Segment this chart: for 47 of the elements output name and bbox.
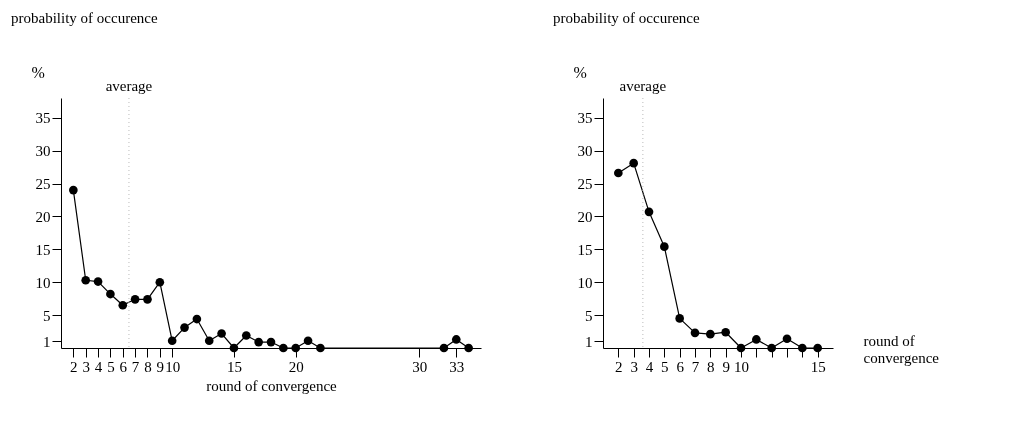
x-tick-label: 2 (615, 358, 623, 375)
y-tick-label: 1 (43, 333, 51, 350)
x-tick-label: 9 (722, 358, 730, 375)
x-tick-label: 8 (144, 358, 152, 375)
chart-title: probability of occurence (11, 10, 158, 26)
x-tick-label: 3 (630, 358, 638, 375)
x-tick-label: 20 (288, 358, 304, 375)
y-tick-label: 20 (35, 208, 51, 225)
y-tick-label: 10 (35, 274, 51, 291)
y-tick-label: 10 (577, 274, 593, 291)
y-tick-label: 35 (577, 110, 593, 127)
y-tick-label: 25 (577, 176, 593, 193)
y-tick-label: 25 (35, 176, 51, 193)
x-tick-label: 15 (810, 358, 826, 375)
ref-line-label: average (619, 78, 667, 94)
x-tick-label: 30 (412, 358, 428, 375)
x-tick-label: 4 (94, 358, 103, 375)
x-tick-label: 3 (82, 358, 90, 375)
x-tick-label: 5 (107, 358, 115, 375)
x-tick-label: 7 (691, 358, 700, 375)
x-tick-label: 6 (119, 358, 128, 375)
y-axis-title: % (573, 63, 587, 81)
x-tick-label: 33 (449, 358, 465, 375)
y-tick-label: 1 (585, 333, 593, 350)
y-tick-label: 15 (35, 241, 51, 258)
chart-title: probability of occurence (553, 10, 700, 26)
x-axis-title: round of convergence (863, 332, 940, 366)
x-tick-label: 6 (676, 358, 685, 375)
x-tick-label: 4 (645, 358, 654, 375)
ref-line-label: average (105, 78, 153, 94)
y-tick-label: 15 (577, 241, 593, 258)
y-tick-label: 5 (585, 307, 593, 324)
x-tick-label: 7 (131, 358, 140, 375)
y-tick-label: 30 (35, 143, 51, 160)
x-tick-label: 15 (226, 358, 242, 375)
x-tick-label: 2 (70, 358, 78, 375)
x-axis-title: round of convergence (206, 377, 338, 394)
y-tick-label: 30 (577, 143, 593, 160)
x-tick-label: 10 (165, 358, 181, 375)
x-tick-label: 9 (156, 358, 165, 375)
x-tick-label: 10 (734, 358, 749, 375)
y-axis-title: % (31, 63, 45, 81)
y-tick-label: 35 (35, 110, 51, 127)
y-tick-label: 5 (43, 307, 51, 324)
x-tick-label: 5 (661, 358, 669, 375)
x-tick-label: 8 (707, 358, 715, 375)
y-tick-label: 20 (577, 208, 593, 225)
